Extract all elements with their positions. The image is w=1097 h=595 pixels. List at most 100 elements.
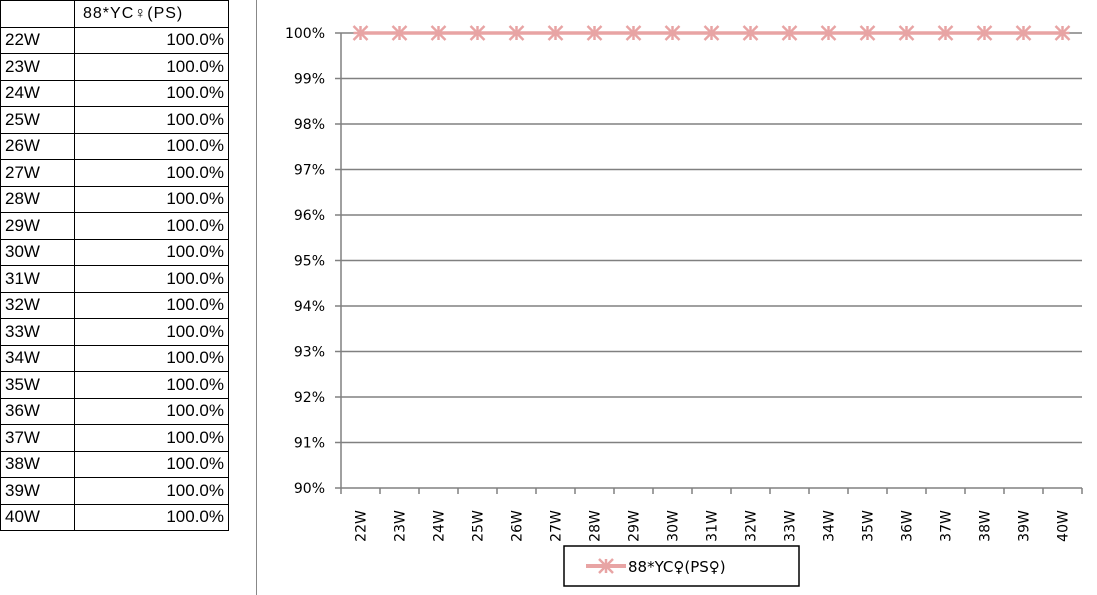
x-tick-label: 30W [666,510,682,542]
table-cell-week: 24W [0,79,75,107]
table-row: 26W 100.0% [0,132,229,160]
legend-label: 88*YC♀(PS♀) [628,558,726,576]
data-point [976,25,993,41]
table-row: 31W 100.0% [0,265,229,293]
table-cell-value: 100.0% [74,185,229,213]
y-tick-label: 94% [294,299,325,315]
x-tick-label: 22W [354,510,370,542]
legend-marker [598,558,614,574]
table-row: 33W 100.0% [0,318,229,346]
y-tick-label: 98% [294,117,325,133]
table-cell-value: 100.0% [74,344,229,372]
data-point [937,25,954,41]
table-row: 36W 100.0% [0,397,229,425]
x-tick-label: 37W [939,510,955,542]
data-point [469,25,486,41]
data-point [586,25,603,41]
y-tick-label: 96% [294,208,325,224]
x-tick-label: 40W [1056,510,1072,542]
table-row: 23W 100.0% [0,53,229,81]
table-cell-value: 100.0% [74,106,229,134]
table-cell-week: 31W [0,265,75,293]
x-tick-label: 35W [861,510,877,542]
chart-frame: 90% 91% 92% 93% 94% 95% 96% 97% 98% 99% 100% 22W 23W… [256,0,1096,595]
table-row: 32W 100.0% [0,291,229,319]
y-tick-label: 90% [294,481,325,497]
x-tick-label: 31W [705,510,721,542]
y-tick-label: 92% [294,390,325,406]
data-point [508,25,525,41]
data-point [1015,25,1032,41]
table-cell-week: 33W [0,318,75,346]
x-tick-label: 25W [471,510,487,542]
table-cell-value: 100.0% [74,318,229,346]
data-point [742,25,759,41]
table-row: 25W 100.0% [0,106,229,134]
table-cell-value: 100.0% [74,159,229,187]
data-point [625,25,642,41]
table-cell-week: 26W [0,132,75,160]
table-row: 29W 100.0% [0,212,229,240]
table-header-week [0,0,75,28]
data-point [547,25,564,41]
data-point [430,25,447,41]
x-tick-label: 26W [510,510,526,542]
x-tick-label: 33W [783,510,799,542]
y-tick-label: 95% [294,254,325,270]
data-point [820,25,837,41]
x-tick-label: 29W [627,510,643,542]
table-cell-week: 23W [0,53,75,81]
x-tick-label: 23W [393,510,409,542]
table-cell-value: 100.0% [74,26,229,54]
x-tick-label: 38W [978,510,994,542]
x-tick-label: 36W [900,510,916,542]
table-cell-week: 32W [0,291,75,319]
table-cell-week: 25W [0,106,75,134]
table-cell-week: 35W [0,371,75,399]
table-cell-week: 34W [0,344,75,372]
table-header-series: 88*YC♀(PS) [74,0,229,28]
data-point [859,25,876,41]
table-cell-value: 100.0% [74,132,229,160]
y-tick-label: 93% [294,345,325,361]
table-cell-value: 100.0% [74,238,229,266]
data-point [703,25,720,41]
data-point [898,25,915,41]
table-row: 38W 100.0% [0,450,229,478]
x-tick-label: 34W [822,510,838,542]
x-tick-label: 28W [588,510,604,542]
table-cell-week: 27W [0,159,75,187]
table-row: 30W 100.0% [0,238,229,266]
data-point [664,25,681,41]
table-cell-week: 38W [0,450,75,478]
data-point [781,25,798,41]
table-row: 22W 100.0% [0,26,229,54]
table-cell-week: 29W [0,212,75,240]
table-row: 37W 100.0% [0,424,229,452]
data-table: 88*YC♀(PS) 22W 100.0% 23W 100.0% 24W 100.0% 25… [0,0,229,531]
y-tick-label: 100% [285,26,325,42]
data-point [352,25,369,41]
table-row: 28W 100.0% [0,185,229,213]
table-cell-value: 100.0% [74,503,229,531]
table-cell-week: 30W [0,238,75,266]
table-cell-week: 37W [0,424,75,452]
table-cell-value: 100.0% [74,212,229,240]
table-row: 34W 100.0% [0,344,229,372]
line-chart: 90% 91% 92% 93% 94% 95% 96% 97% 98% 99% 100% 22W 23W… [285,25,1083,587]
table-row: 24W 100.0% [0,79,229,107]
y-tick-label: 97% [294,163,325,179]
table-cell-week: 40W [0,503,75,531]
y-tick-label: 99% [294,72,325,88]
table-cell-value: 100.0% [74,371,229,399]
table-cell-value: 100.0% [74,53,229,81]
table-cell-value: 100.0% [74,397,229,425]
table-cell-week: 36W [0,397,75,425]
table-cell-value: 100.0% [74,477,229,505]
x-tick-label: 32W [744,510,760,542]
table-header-row: 88*YC♀(PS) [0,0,229,28]
table-cell-week: 28W [0,185,75,213]
table-row: 39W 100.0% [0,477,229,505]
table-row: 35W 100.0% [0,371,229,399]
table-cell-week: 22W [0,26,75,54]
